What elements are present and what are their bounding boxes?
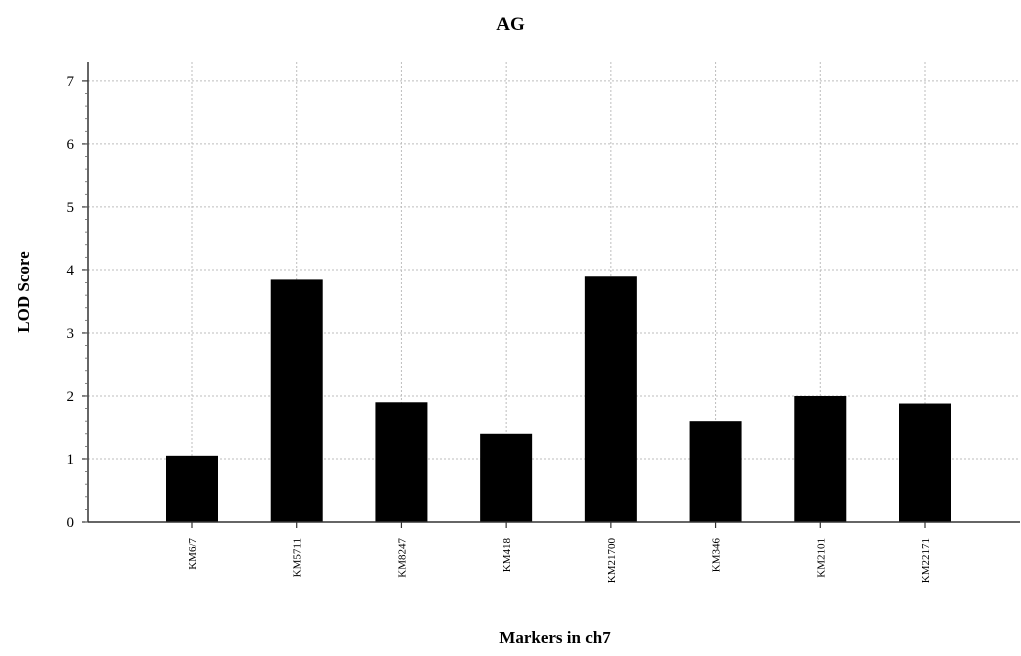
x-tick-label: KM2101 [815,538,827,578]
x-tick-label: KM346 [711,538,723,573]
y-tick-label: 7 [67,74,75,90]
y-tick-label: 2 [67,389,75,405]
grid-layer [88,62,1020,522]
y-tick-label: 0 [67,515,75,531]
x-tick-label: KM22171 [920,538,932,583]
y-tick-label: 4 [67,263,75,279]
x-tick-label: KM8247 [396,538,408,578]
y-tick-label: 3 [67,326,75,342]
bar-km6-7 [166,456,218,522]
y-tick-label: 1 [67,452,75,468]
bar-km418 [480,434,532,522]
bar-km21700 [585,276,637,522]
x-tick-label: KM21700 [606,538,618,584]
x-tick-label: KM418 [501,538,513,573]
bars-layer [166,276,951,522]
bar-km346 [690,421,742,522]
y-tick-label: 6 [67,137,75,153]
axes-layer [82,62,1020,528]
y-tick-label: 5 [67,200,75,216]
bar-km5711 [271,279,323,522]
x-tick-label: KM5711 [292,538,304,577]
x-tick-label: KM6/7 [187,538,199,570]
bar-km22171 [899,404,951,522]
bar-km8247 [375,402,427,522]
bar-km2101 [794,396,846,522]
